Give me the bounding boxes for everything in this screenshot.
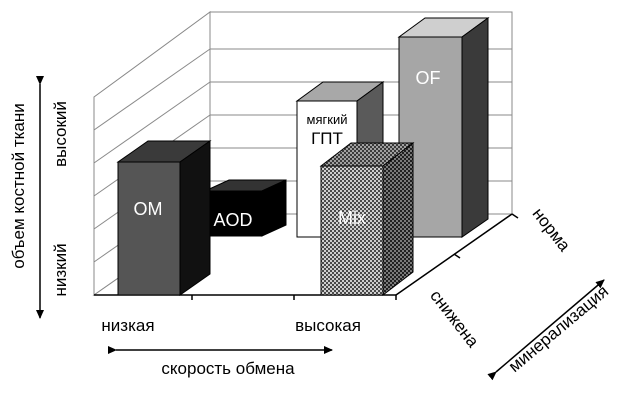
- z-axis-title: минерализация: [505, 282, 612, 376]
- bar-om-label: ОМ: [134, 199, 163, 219]
- x-axis-low-label: низкая: [101, 316, 154, 335]
- bar-om: ОМ: [116, 140, 212, 296]
- bar-gpt-label-line2: ГПТ: [311, 129, 343, 148]
- x-axis: низкая высокая скорость обмена: [101, 316, 361, 378]
- bar-mix-front: [320, 165, 384, 296]
- bar-mix: Mix: [319, 141, 415, 297]
- y-axis-title: объем костной ткани: [9, 103, 28, 268]
- bar-aod: AOD: [204, 179, 287, 237]
- z-axis-arrow: [487, 279, 605, 381]
- y-axis-low-label: низкий: [51, 243, 70, 296]
- bar-aod-label: AOD: [213, 210, 252, 230]
- bar-gpt-label-line1: мягкий: [307, 112, 348, 127]
- z-axis-low-label: снижена: [426, 286, 483, 351]
- bar-mix-side: [382, 141, 414, 297]
- y-axis-high-label: высокий: [51, 101, 70, 167]
- bar-aod-front: [204, 190, 263, 237]
- bar-om-side: [179, 140, 211, 296]
- bar-mix-label: Mix: [338, 208, 366, 228]
- bar-of-label: OF: [416, 68, 441, 88]
- x-axis-title: скорость обмена: [161, 359, 295, 378]
- bar-of-side: [461, 17, 489, 238]
- y-axis: объем костной ткани низкий высокий: [9, 76, 70, 319]
- x-axis-high-label: высокая: [295, 316, 361, 335]
- bar-om-front: [117, 161, 181, 296]
- z-axis-high-label: норма: [529, 204, 575, 255]
